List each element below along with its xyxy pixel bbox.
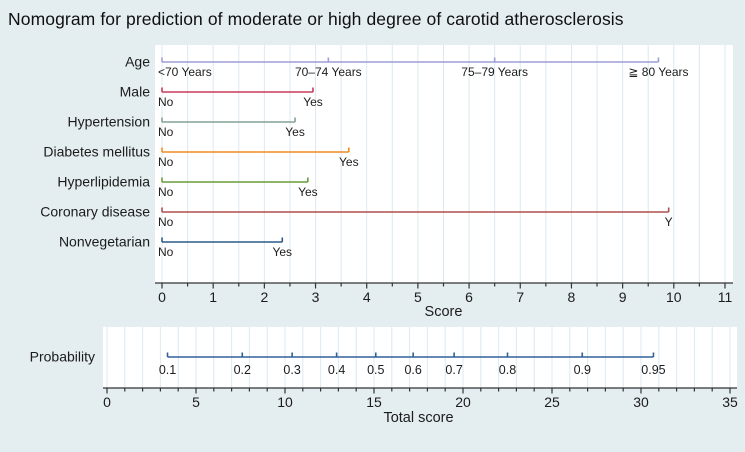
- score-tick-label: 0: [158, 289, 166, 305]
- score-tick-label: 11: [718, 289, 733, 305]
- row-point-label: 0.95: [641, 363, 665, 377]
- row-point-label: No: [158, 215, 174, 229]
- nomogram-row: Male No Yes: [120, 84, 323, 110]
- row-name: Probability: [30, 349, 95, 365]
- total-tick-label: 20: [455, 394, 471, 410]
- row-name: Hyperlipidemia: [57, 174, 150, 190]
- nomogram-row: Coronary disease No Y: [40, 204, 672, 230]
- score-tick-label: 1: [209, 289, 217, 305]
- total-tick-label: 5: [192, 394, 200, 410]
- row-point-label: No: [158, 245, 174, 259]
- row-name: Male: [120, 84, 151, 100]
- total-tick-label: 25: [544, 394, 560, 410]
- row-name: Hypertension: [68, 114, 151, 130]
- total-tick-label: 35: [722, 394, 738, 410]
- nomogram-row: Hypertension No Yes: [68, 114, 305, 140]
- score-axis-title: Score: [425, 304, 463, 320]
- score-tick-label: 4: [363, 289, 371, 305]
- nomogram-row: Age <70 Years 70–74 Years 75–79 Years ≧ 80 Y…: [125, 54, 688, 80]
- total-tick-label: 15: [366, 394, 382, 410]
- top-plot-area: [155, 45, 733, 283]
- row-point-label: 0.3: [283, 363, 300, 377]
- score-tick-label: 9: [619, 289, 627, 305]
- row-point-label: 0.8: [499, 363, 516, 377]
- nomogram-row: Hyperlipidemia No Yes: [57, 174, 317, 200]
- row-name: Age: [125, 54, 150, 70]
- row-point-label: ≧ 80 Years: [628, 65, 688, 79]
- row-point-label: 70–74 Years: [295, 65, 362, 79]
- row-point-label: 0.5: [367, 363, 384, 377]
- row-point-label: Yes: [272, 245, 292, 259]
- row-point-label: Y: [665, 215, 673, 229]
- score-tick-label: 6: [465, 289, 473, 305]
- probability-row: Probability 0.1 0.2 0.3 0.4 0.5 0.6 0.7 0.8 0.9 0.…: [30, 349, 666, 378]
- score-tick-label: 5: [414, 289, 422, 305]
- row-point-label: Yes: [298, 185, 318, 199]
- row-point-label: 75–79 Years: [461, 65, 528, 79]
- figure-title: Nomogram for prediction of moderate or h…: [8, 9, 624, 29]
- row-point-label: No: [158, 125, 174, 139]
- row-point-label: No: [158, 95, 174, 109]
- total-tick-label: 0: [103, 394, 111, 410]
- row-point-label: Yes: [339, 155, 359, 169]
- row-name: Diabetes mellitus: [43, 144, 150, 160]
- nomogram-row: Nonvegetarian No Yes: [59, 234, 292, 260]
- row-point-label: 0.6: [404, 363, 421, 377]
- total-tick-label: 10: [277, 394, 293, 410]
- score-tick-label: 10: [666, 289, 682, 305]
- row-point-label: <70 Years: [158, 65, 212, 79]
- score-tick-label: 8: [568, 289, 576, 305]
- total-axis-title: Total score: [383, 410, 453, 426]
- row-point-label: No: [158, 185, 174, 199]
- nomogram-row: Diabetes mellitus No Yes: [43, 144, 358, 170]
- score-tick-label: 7: [516, 289, 524, 305]
- row-point-label: Yes: [285, 125, 305, 139]
- row-point-label: 0.2: [234, 363, 251, 377]
- row-point-label: 0.7: [445, 363, 462, 377]
- row-name: Coronary disease: [40, 204, 150, 220]
- score-tick-label: 2: [260, 289, 268, 305]
- row-point-label: 0.4: [328, 363, 345, 377]
- row-point-label: 0.9: [574, 363, 591, 377]
- row-name: Nonvegetarian: [59, 234, 150, 250]
- row-point-label: 0.1: [159, 363, 176, 377]
- row-point-label: No: [158, 155, 174, 169]
- row-point-label: Yes: [303, 95, 323, 109]
- total-tick-label: 30: [633, 394, 649, 410]
- score-tick-label: 3: [312, 289, 320, 305]
